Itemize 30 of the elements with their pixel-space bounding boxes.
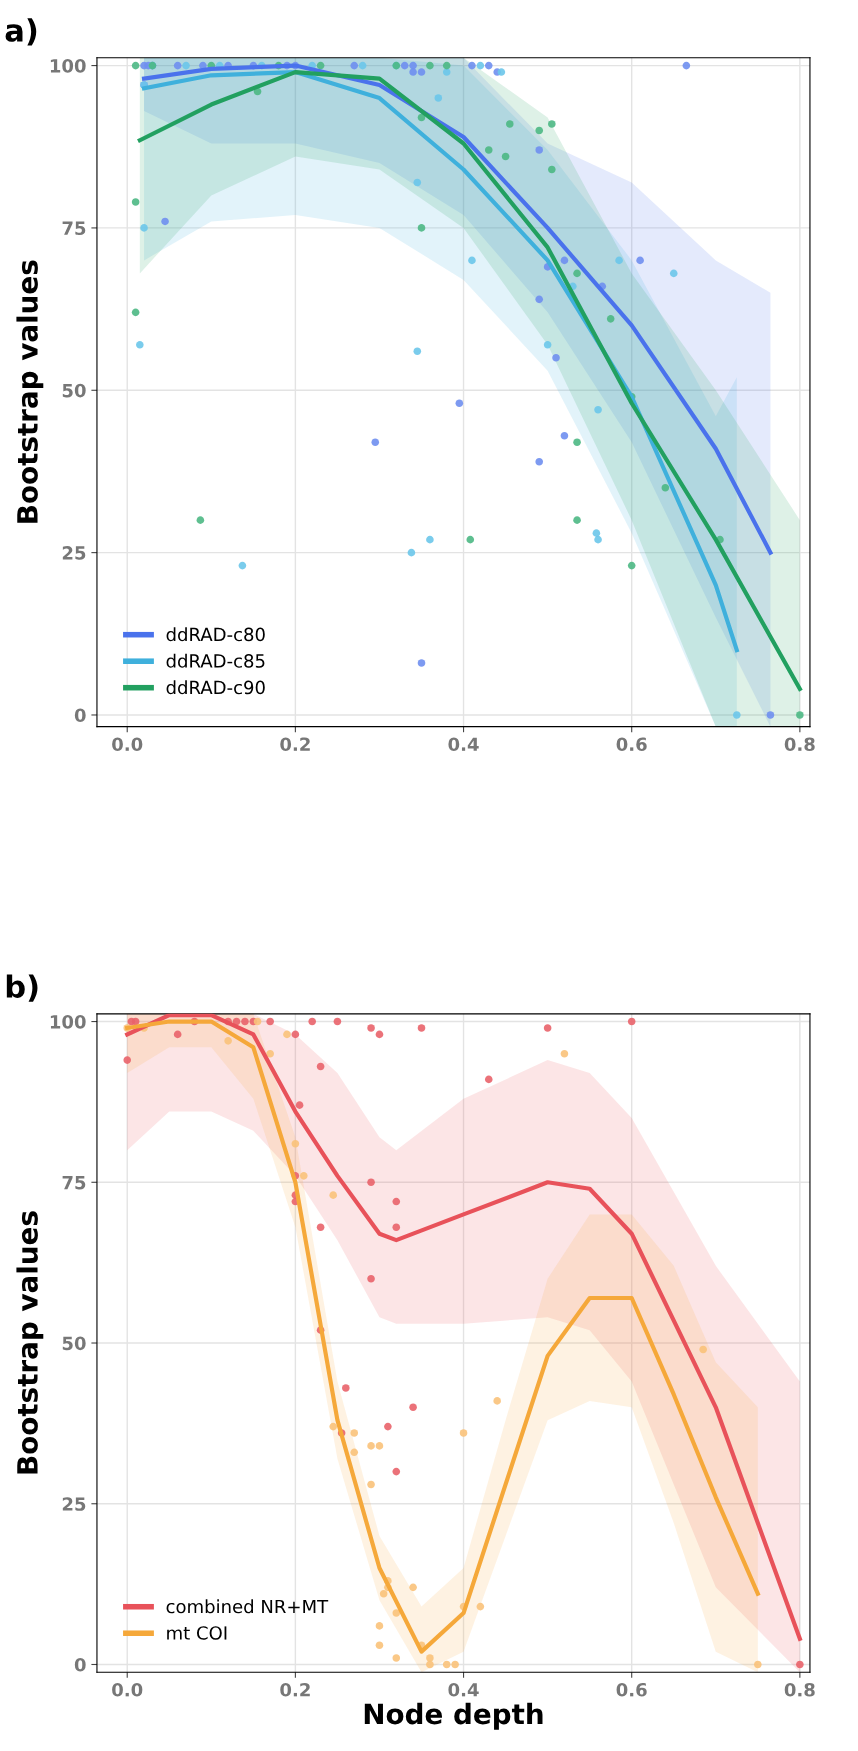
y-tick-label: 50 bbox=[62, 383, 86, 398]
chart-title: b) bbox=[6, 974, 38, 1002]
y-tick-label: 100 bbox=[50, 59, 86, 73]
y-axis-title: Bootstrap values bbox=[16, 260, 44, 523]
legend-label: ddRAD-c85 bbox=[166, 653, 265, 668]
x-tick-label: 0.4 bbox=[448, 1682, 479, 1697]
legend-label: ddRAD-c80 bbox=[166, 627, 265, 642]
y-tick-label: 75 bbox=[62, 221, 86, 236]
x-tick-label: 0.8 bbox=[784, 1682, 815, 1697]
x-tick-label: 0.0 bbox=[112, 1682, 143, 1697]
y-axis-title: Bootstrap values bbox=[16, 1211, 44, 1474]
y-tick-label: 100 bbox=[50, 1015, 86, 1029]
x-tick-label: 0.4 bbox=[448, 737, 479, 752]
y-tick-label: 75 bbox=[62, 1175, 86, 1190]
x-tick-label: 0.6 bbox=[616, 737, 647, 752]
y-tick-label: 25 bbox=[62, 546, 86, 560]
y-tick-label: 0 bbox=[74, 708, 86, 723]
x-axis-title: Node depth bbox=[364, 1702, 543, 1730]
y-tick-label: 25 bbox=[62, 1497, 86, 1511]
legend-label: mt COI bbox=[167, 1626, 227, 1640]
legend-label: ddRAD-c90 bbox=[166, 680, 265, 695]
y-tick-label: 0 bbox=[74, 1657, 86, 1672]
chart-title: a) bbox=[5, 18, 37, 46]
x-tick-label: 0.8 bbox=[784, 737, 815, 752]
x-tick-label: 0.0 bbox=[112, 737, 143, 752]
x-tick-label: 0.2 bbox=[280, 1682, 310, 1697]
x-tick-label: 0.6 bbox=[616, 1682, 647, 1697]
x-tick-label: 0.2 bbox=[280, 737, 310, 752]
y-tick-label: 50 bbox=[62, 1336, 86, 1351]
legend-label: combined NR+MT bbox=[166, 1599, 329, 1614]
